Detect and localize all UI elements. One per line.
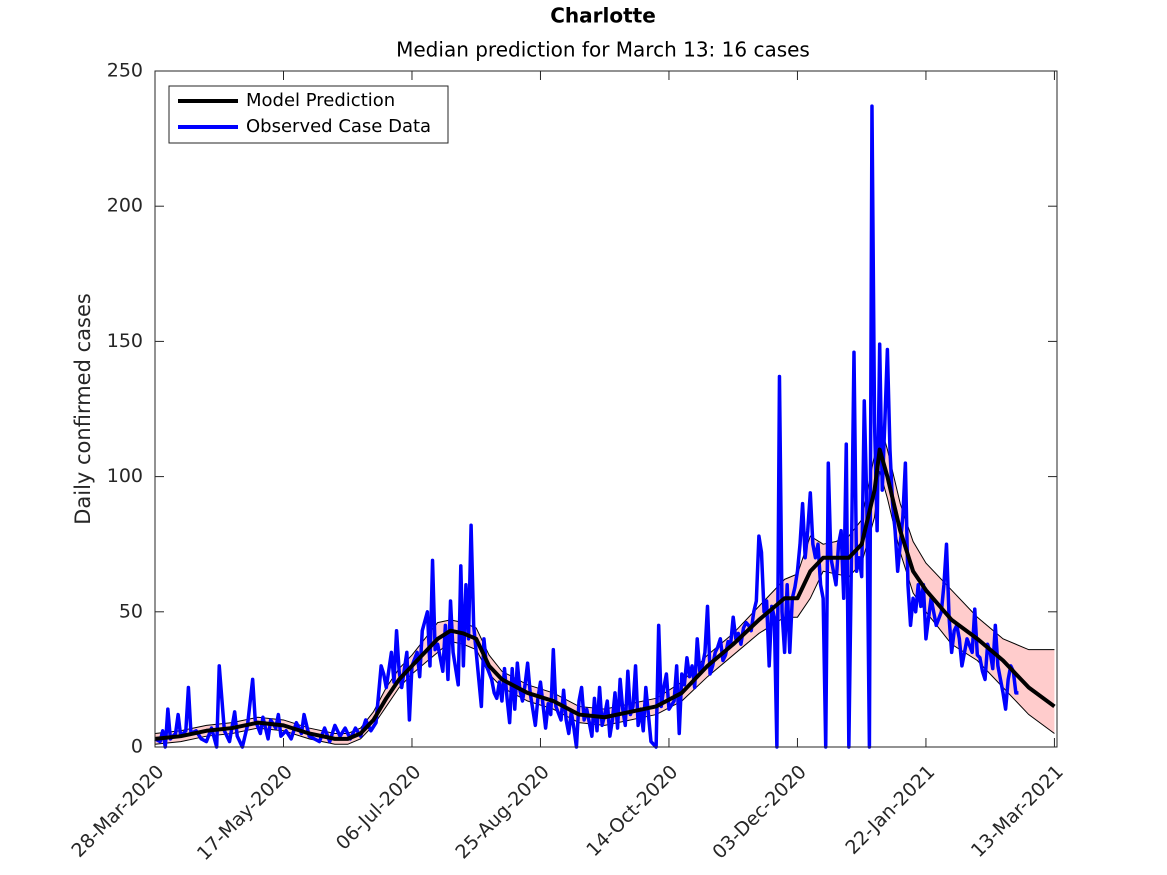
chart-title: Charlotte [550,4,656,28]
axes-box [154,70,1058,748]
legend-label: Observed Case Data [246,116,431,137]
y-tick-label: 50 [119,600,143,622]
y-tick-label: 150 [107,330,143,352]
y-tick-label: 0 [131,736,143,758]
legend-box [168,85,449,144]
legend-label: Model Prediction [246,90,395,111]
y-tick-label: 250 [107,60,143,82]
y-tick-label: 200 [107,195,143,217]
y-tick-label: 100 [107,465,143,487]
chart-subtitle: Median prediction for March 13: 16 cases [396,38,810,62]
band-edge [154,471,1055,745]
y-axis-label: Daily confirmed cases [71,293,95,525]
series-line [154,447,1056,741]
